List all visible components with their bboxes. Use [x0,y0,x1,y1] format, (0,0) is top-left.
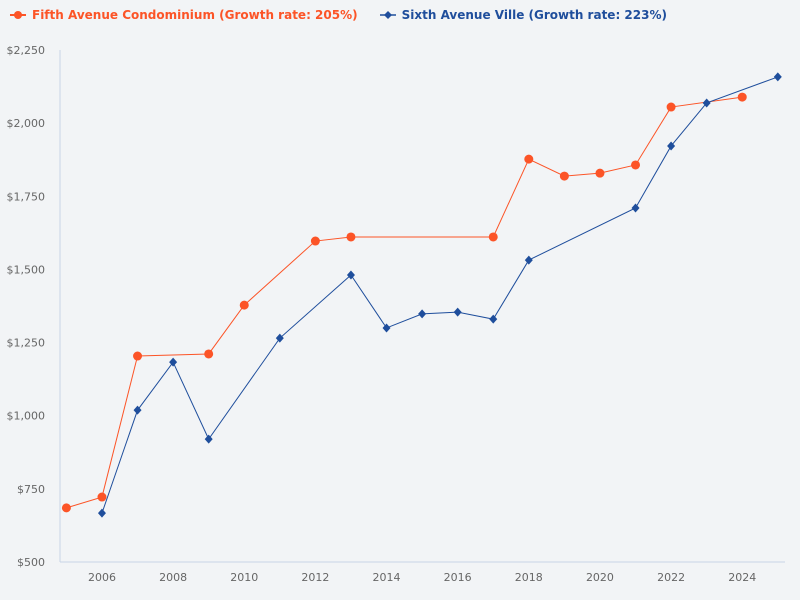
x-tick-label: 2012 [301,571,329,584]
data-point [133,351,143,361]
data-point [595,168,605,178]
y-tick-label: $1,000 [7,410,46,423]
x-tick-label: 2016 [444,571,472,584]
x-tick-label: 2024 [728,571,756,584]
data-point [631,203,640,213]
y-tick-label: $2,000 [7,117,46,130]
x-tick-label: 2010 [230,571,258,584]
data-point [97,492,107,502]
x-tick-label: 2020 [586,571,614,584]
x-tick-label: 2008 [159,571,187,584]
x-tick-label: 2006 [88,571,116,584]
data-point [204,349,214,359]
y-tick-label: $750 [17,483,45,496]
data-point [61,503,71,513]
data-point [702,98,711,108]
series-sixth-avenue [97,72,782,518]
legend-label: Fifth Avenue Condominium (Growth rate: 2… [32,8,358,22]
data-point [346,270,355,280]
y-tick-label: $1,500 [7,263,46,276]
series-line [66,96,743,509]
series-fifth-avenue [61,92,747,513]
data-point [275,333,284,343]
data-point [488,232,498,242]
data-point [667,141,676,151]
y-tick-label: $1,250 [7,337,46,350]
circle-marker-icon [10,11,26,19]
x-tick-label: 2014 [373,571,401,584]
data-point [524,255,533,265]
legend-item-fifth-avenue[interactable]: Fifth Avenue Condominium (Growth rate: 2… [10,8,358,22]
data-point [133,405,142,415]
data-point [737,92,747,102]
y-tick-label: $1,750 [7,190,46,203]
data-point [666,102,676,112]
data-point [453,307,462,317]
data-point [418,309,427,319]
data-point [204,434,213,444]
data-point [239,300,249,310]
data-point [346,232,356,242]
data-point [97,508,106,518]
data-point [382,323,391,333]
data-point [773,72,782,82]
legend-label: Sixth Avenue Ville (Growth rate: 223%) [401,8,667,22]
data-point [524,154,534,164]
y-tick-label: $2,250 [7,44,46,57]
data-point [559,171,569,181]
x-tick-label: 2018 [515,571,543,584]
series-line [101,76,778,514]
legend-item-sixth-avenue[interactable]: Sixth Avenue Ville (Growth rate: 223%) [379,8,667,22]
data-point [631,160,641,170]
data-point [310,236,320,246]
diamond-marker-icon [379,11,396,19]
legend: Fifth Avenue Condominium (Growth rate: 2… [10,8,667,22]
data-point [489,314,498,324]
y-tick-label: $500 [17,556,45,569]
data-point [169,357,178,367]
x-tick-label: 2022 [657,571,685,584]
